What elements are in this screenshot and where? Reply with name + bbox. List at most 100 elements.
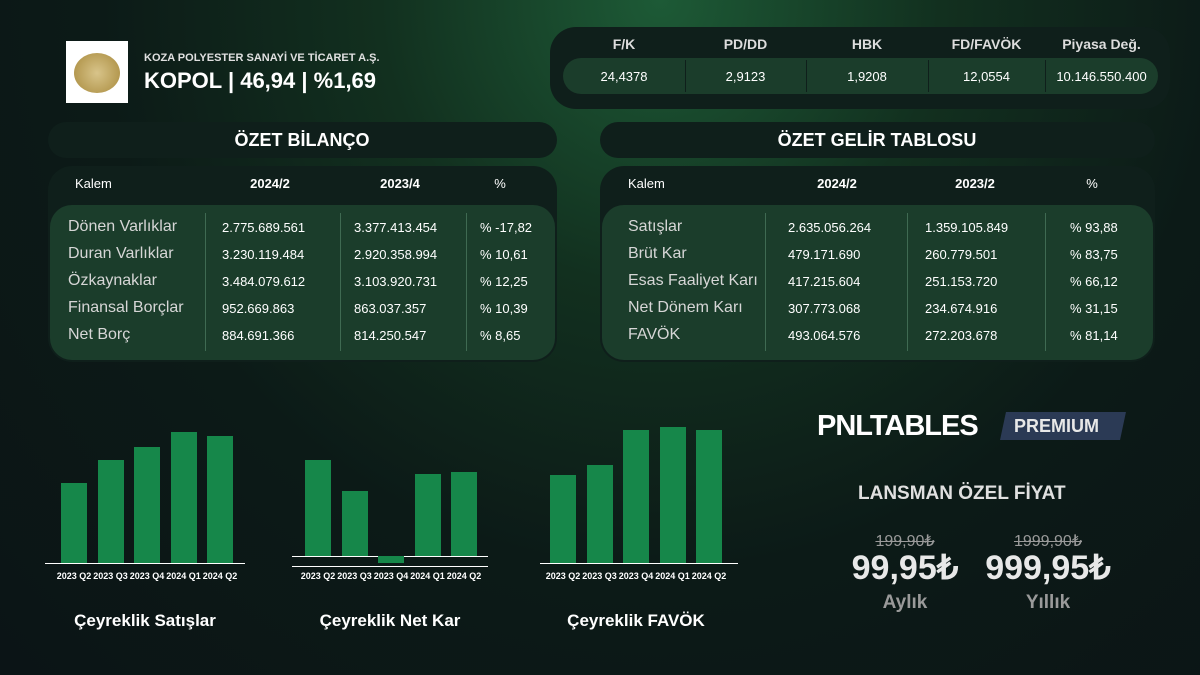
ratio-value: 1,9208 xyxy=(847,69,887,84)
table-cell: 251.153.720 xyxy=(925,274,998,289)
table-cell: % -17,82 xyxy=(480,220,533,235)
income-body xyxy=(602,205,1153,360)
x-tick-label: 2024 Q1 xyxy=(166,571,201,581)
x-tick-label: 2023 Q4 xyxy=(618,571,654,581)
zero-line xyxy=(45,563,245,564)
bar xyxy=(305,460,331,556)
bar xyxy=(623,429,649,563)
table-cell: 272.203.678 xyxy=(925,328,998,343)
chart-title: Çeyreklik Net Kar xyxy=(319,611,461,630)
column-header: 2023/2 xyxy=(955,176,995,191)
ratio-value: 2,9123 xyxy=(725,69,766,84)
ticker-line: KOPOL | 46,94 | %1,69 xyxy=(144,68,377,93)
ratio-header: Piyasa Değ. xyxy=(1062,36,1141,52)
table-cell: % 66,12 xyxy=(1070,274,1118,289)
x-tick-label: 2024 Q1 xyxy=(410,571,445,581)
x-tick-label: 2023 Q2 xyxy=(56,571,92,581)
bar xyxy=(97,460,124,563)
ratio-header: HBK xyxy=(851,36,883,52)
table-cell: 493.064.576 xyxy=(788,328,861,343)
ratio-separator xyxy=(928,60,929,92)
x-tick-label: 2023 Q3 xyxy=(582,571,617,581)
ratio-separator xyxy=(806,60,807,92)
table-cell: 3.484.079.612 xyxy=(222,274,306,289)
table-cell: 3.103.920.731 xyxy=(354,274,438,289)
table-cell: 952.669.863 xyxy=(222,301,295,316)
ratios-row xyxy=(563,58,1158,94)
balance-body xyxy=(50,205,555,360)
column-header: 2024/2 xyxy=(250,176,290,191)
chart-title: Çeyreklik FAVÖK xyxy=(567,611,705,630)
company-name: KOZA POLYESTER SANAYİ VE TİCARET A.Ş. xyxy=(144,52,380,64)
row-label: Brüt Kar xyxy=(628,245,687,262)
bar xyxy=(61,483,87,563)
company-logo xyxy=(66,41,128,103)
table-cell: 814.250.547 xyxy=(354,328,427,343)
ratio-header: F/K xyxy=(612,36,636,52)
table-cell: 3.230.119.484 xyxy=(222,247,305,262)
column-header: % xyxy=(494,176,506,191)
bar xyxy=(414,474,441,556)
bar xyxy=(170,432,197,563)
ratio-value: 24,4378 xyxy=(600,69,648,84)
ratio-separator xyxy=(685,60,686,92)
ratio-header: PD/DD xyxy=(723,36,768,52)
brand: PNLTABLES xyxy=(817,410,979,442)
period: Aylık xyxy=(882,592,928,613)
bar xyxy=(134,447,160,563)
column-header: Kalem xyxy=(628,176,665,191)
column-separator xyxy=(907,213,908,351)
x-tick-label: 2024 Q1 xyxy=(655,571,690,581)
column-header: Kalem xyxy=(75,176,112,191)
column-separator xyxy=(765,213,766,351)
table-cell: % 31,15 xyxy=(1070,301,1118,316)
table-cell: 2.775.689.561 xyxy=(222,220,306,235)
column-header: 2023/4 xyxy=(380,176,420,191)
income-title-bar xyxy=(600,122,1155,158)
x-tick-label: 2024 Q2 xyxy=(691,571,727,581)
table-cell: % 93,88 xyxy=(1070,220,1118,235)
row-label: Esas Faaliyet Karı xyxy=(628,272,758,289)
ratio-header: FD/FAVÖK xyxy=(951,36,1022,52)
old-price: 199,90₺ xyxy=(875,533,935,550)
row-label: Özkaynaklar xyxy=(68,272,157,289)
table-cell: % 8,65 xyxy=(480,328,521,343)
table-cell: % 10,39 xyxy=(480,301,528,316)
row-label: Duran Varlıklar xyxy=(68,245,174,262)
row-label: Net Borç xyxy=(68,326,131,343)
old-price: 1999,90₺ xyxy=(1013,533,1082,550)
x-tick-label: 2023 Q4 xyxy=(373,571,409,581)
bar xyxy=(207,436,233,563)
section-title: ÖZET GELİR TABLOSU xyxy=(777,130,977,150)
table-cell: 863.037.357 xyxy=(354,301,427,316)
x-tick-label: 2023 Q4 xyxy=(129,571,165,581)
table-cell: 307.773.068 xyxy=(788,301,861,316)
logo-globe xyxy=(74,53,120,93)
zero-line xyxy=(540,563,738,564)
table-cell: % 12,25 xyxy=(480,274,528,289)
badge: PREMIUM xyxy=(1014,416,1099,436)
chart-title: Çeyreklik Satışlar xyxy=(74,611,216,630)
table-cell: 1.359.105.849 xyxy=(925,220,1009,235)
column-separator xyxy=(466,213,467,351)
table-cell: 884.691.366 xyxy=(222,328,295,343)
balance-title-bar xyxy=(48,122,557,158)
table-cell: % 83,75 xyxy=(1070,247,1118,262)
column-separator xyxy=(340,213,341,351)
section-title: ÖZET BİLANÇO xyxy=(234,130,370,150)
ratio-value: 12,0554 xyxy=(963,69,1010,84)
column-separator xyxy=(1045,213,1046,351)
axis-line xyxy=(292,566,488,567)
ratio-separator xyxy=(1045,60,1046,92)
table-cell: 260.779.501 xyxy=(925,247,998,262)
row-label: FAVÖK xyxy=(628,326,681,343)
row-label: Satışlar xyxy=(628,218,683,235)
column-header: % xyxy=(1086,176,1098,191)
table-cell: % 10,61 xyxy=(480,247,528,262)
period: Yıllık xyxy=(1025,592,1071,613)
promo-headline: LANSMAN ÖZEL FİYAT xyxy=(858,483,1066,504)
table-cell: 234.674.916 xyxy=(925,301,998,316)
x-tick-label: 2023 Q3 xyxy=(93,571,128,581)
column-separator xyxy=(205,213,206,351)
